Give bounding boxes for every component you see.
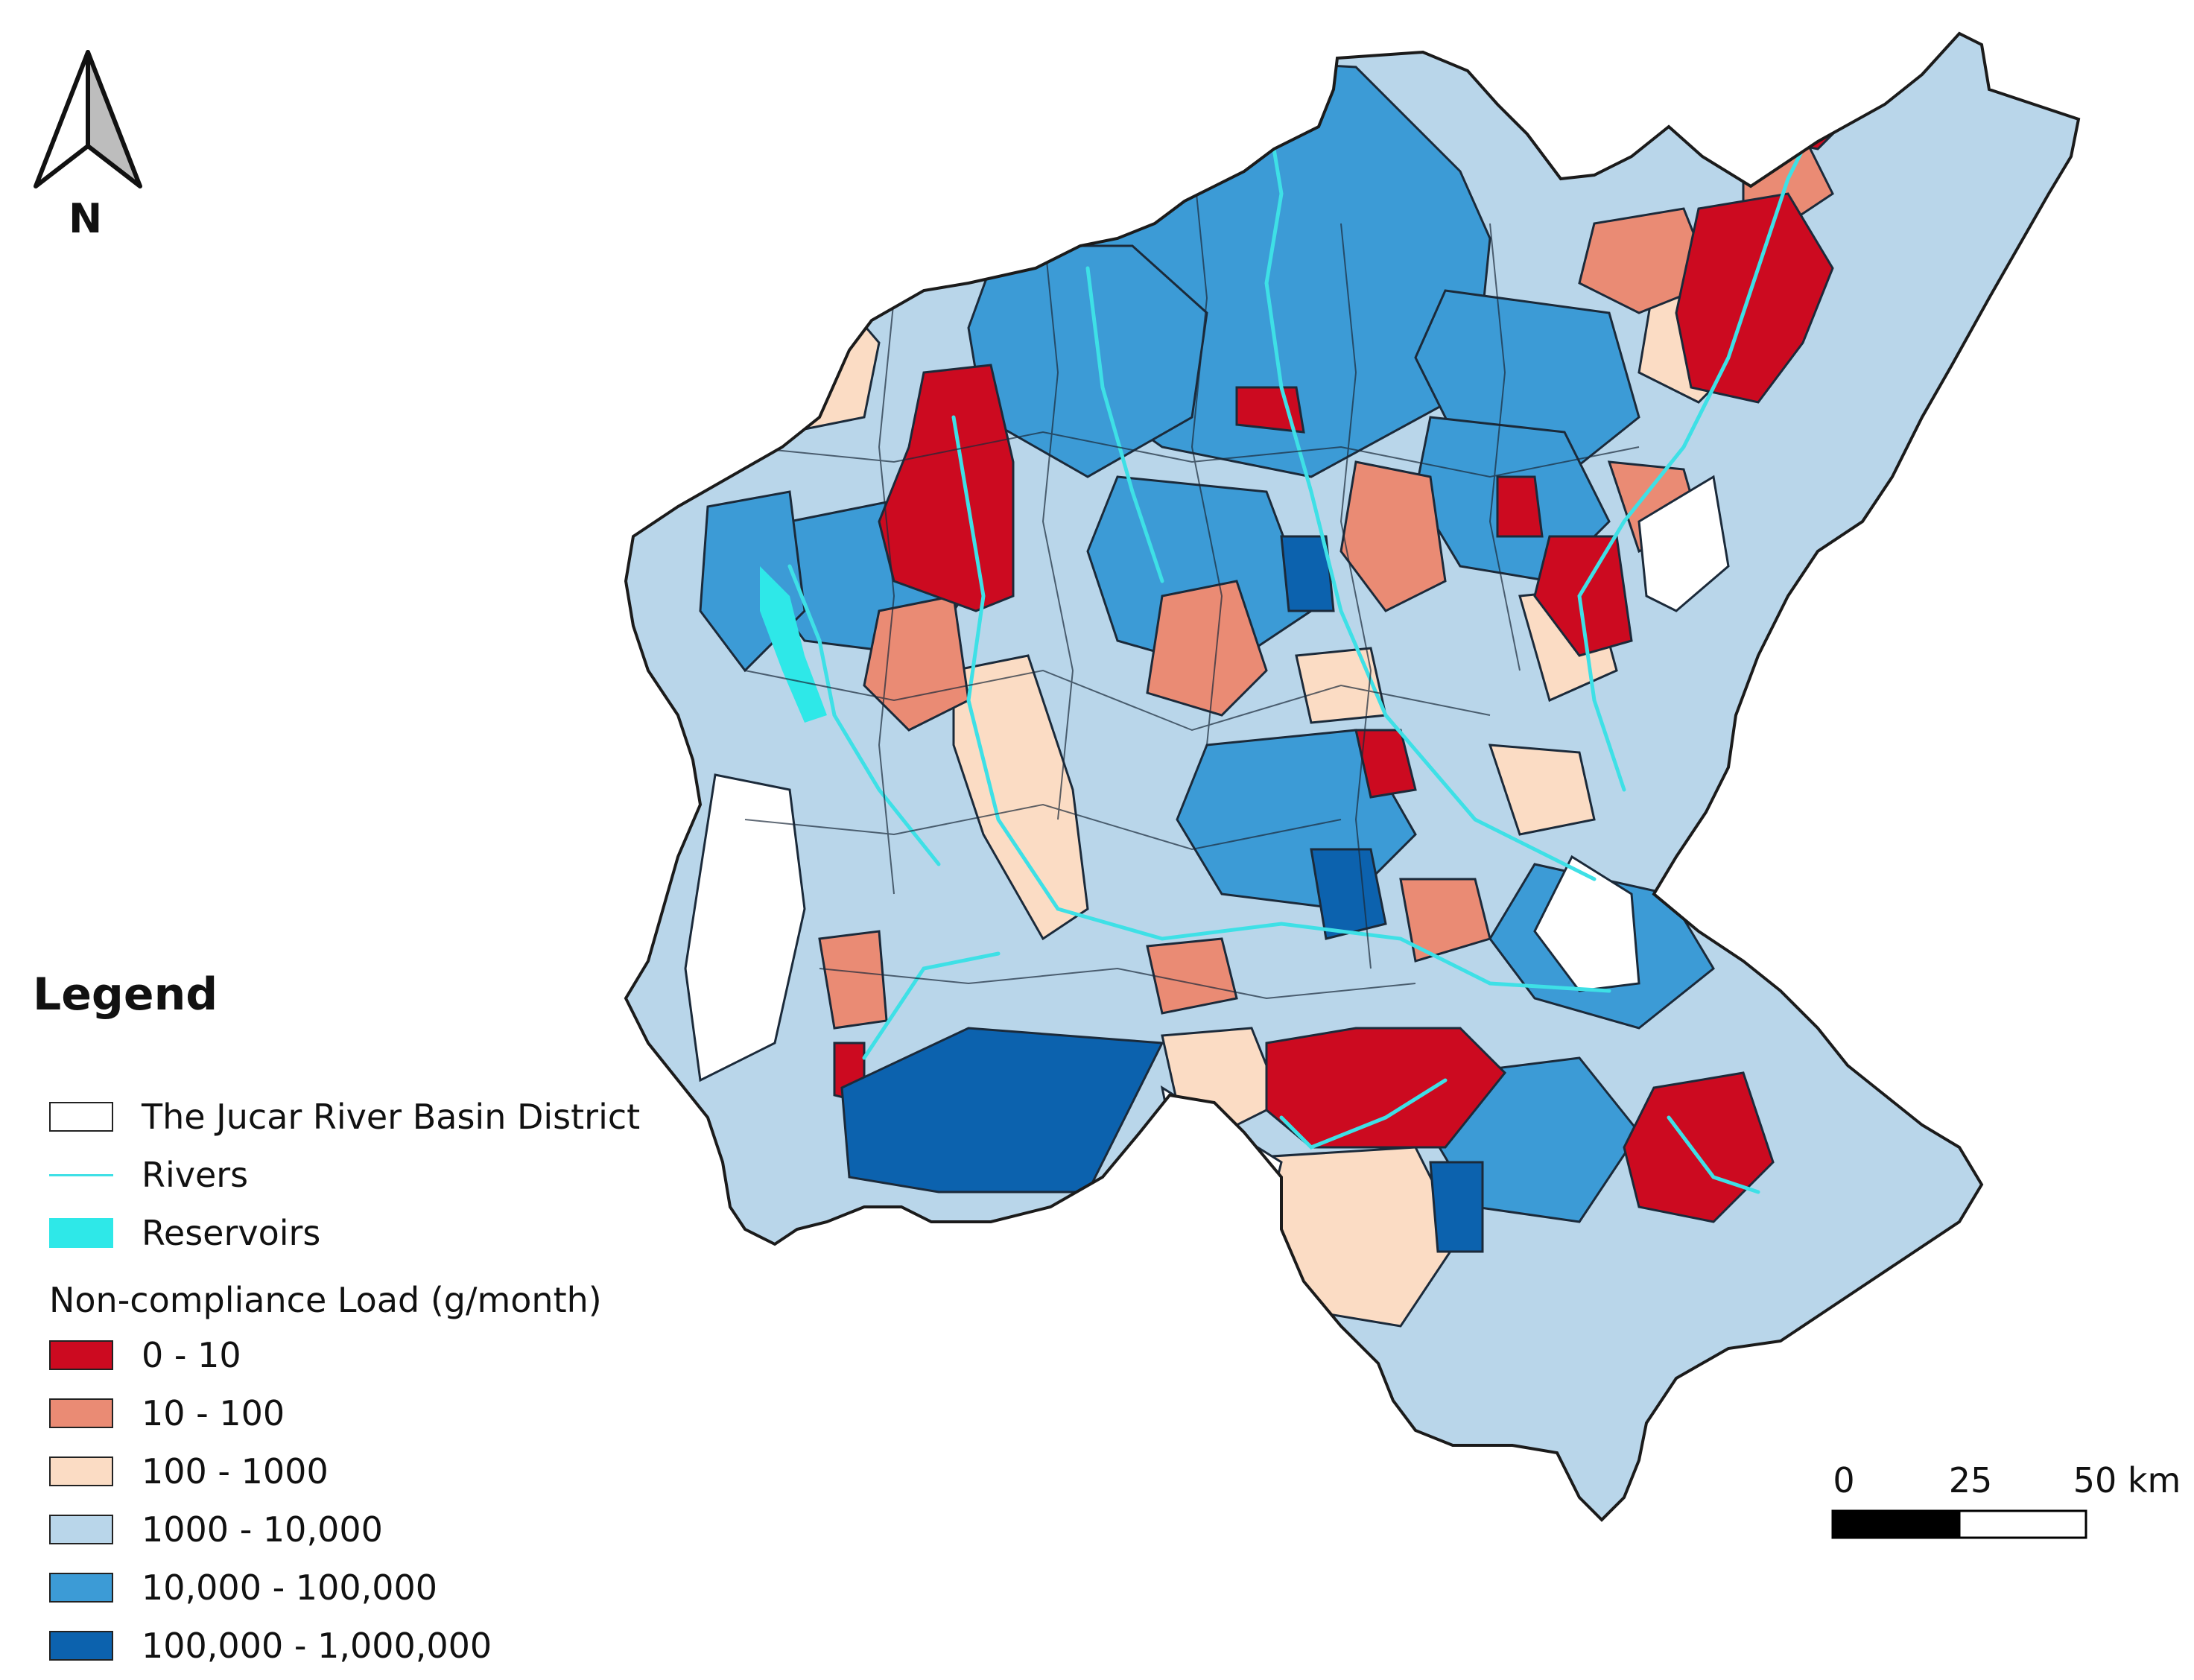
river-line-swatch bbox=[49, 1160, 113, 1190]
legend-class-row: 0 - 10 bbox=[49, 1335, 241, 1375]
legend-label-reservoirs: Reservoirs bbox=[142, 1213, 321, 1253]
legend-class-row: 100 - 1000 bbox=[49, 1451, 329, 1492]
class-label: 10 - 100 bbox=[142, 1393, 285, 1433]
legend-class-row: 1000 - 10,000 bbox=[49, 1509, 383, 1550]
north-arrow-icon bbox=[34, 50, 142, 188]
class-label: 1000 - 10,000 bbox=[142, 1509, 383, 1550]
legend-item-basin: The Jucar River Basin District bbox=[49, 1097, 641, 1137]
class-label: 0 - 10 bbox=[142, 1335, 241, 1375]
class-title: Non-compliance Load (g/month) bbox=[49, 1280, 602, 1320]
legend-class-row: 10,000 - 100,000 bbox=[49, 1568, 438, 1608]
scale-bar bbox=[1831, 1509, 2087, 1539]
legend-class-row: 10 - 100 bbox=[49, 1393, 285, 1433]
reservoir-swatch bbox=[49, 1218, 113, 1248]
class-swatch bbox=[49, 1515, 113, 1544]
class-label: 10,000 - 100,000 bbox=[142, 1568, 438, 1608]
north-label: N bbox=[69, 195, 103, 242]
legend-item-reservoirs: Reservoirs bbox=[49, 1213, 321, 1253]
subbasin-layer bbox=[626, 34, 2079, 1520]
legend-label-rivers: Rivers bbox=[142, 1155, 249, 1195]
class-swatch bbox=[49, 1340, 113, 1370]
class-swatch bbox=[49, 1398, 113, 1428]
class-swatch bbox=[49, 1631, 113, 1661]
class-swatch bbox=[49, 1573, 113, 1603]
class-swatch bbox=[49, 1456, 113, 1486]
legend-label-basin: The Jucar River Basin District bbox=[142, 1097, 641, 1137]
legend-class-row: 100,000 - 1,000,000 bbox=[49, 1626, 492, 1666]
scale-label-25: 25 bbox=[1948, 1460, 1993, 1500]
scale-label-50: 50 km bbox=[2073, 1460, 2181, 1500]
basin-swatch bbox=[49, 1102, 113, 1132]
class-label: 100,000 - 1,000,000 bbox=[142, 1626, 492, 1666]
scale-label-0: 0 bbox=[1833, 1460, 1855, 1500]
class-label: 100 - 1000 bbox=[142, 1451, 329, 1492]
legend-title: Legend bbox=[33, 969, 218, 1021]
legend-item-rivers: Rivers bbox=[49, 1155, 249, 1195]
